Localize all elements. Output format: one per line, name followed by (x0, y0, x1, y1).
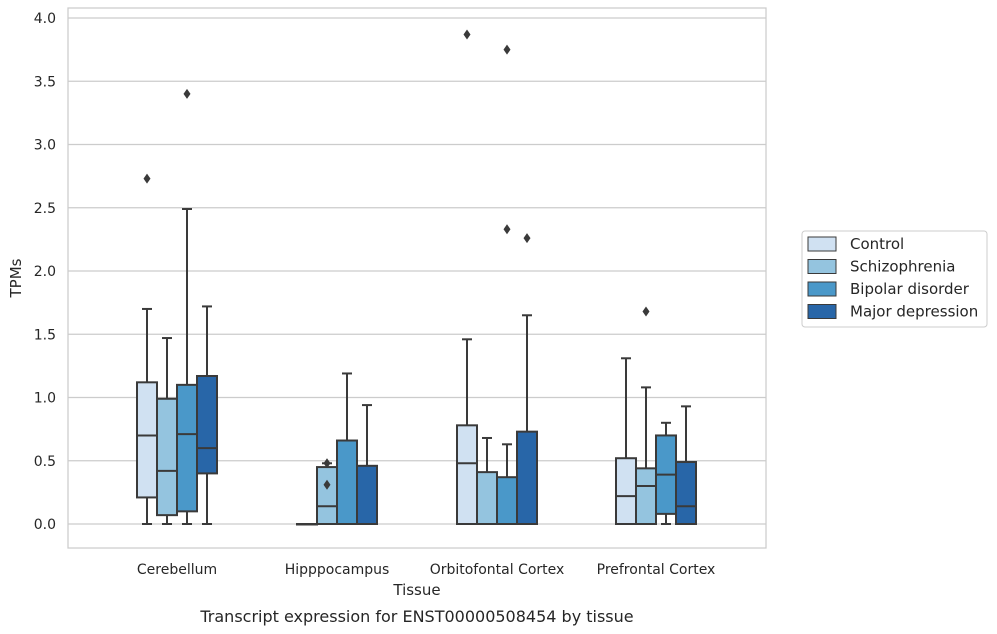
box-body (356, 464, 378, 525)
y-tick-label: 4.0 (34, 11, 56, 27)
box-control (615, 357, 637, 525)
box-body (516, 430, 538, 525)
x-axis-label: Tissue (392, 581, 440, 599)
box-body (476, 471, 498, 526)
y-tick-label: 0.0 (34, 517, 56, 533)
legend-frame (801, 230, 988, 328)
outlier-point (523, 233, 531, 244)
outlier-point (503, 224, 511, 235)
box-body (496, 476, 518, 526)
legend-swatch (807, 259, 837, 274)
y-axis-label: TPMs (7, 258, 25, 298)
legend-label: Schizophrenia (850, 258, 955, 276)
box-body (615, 457, 637, 525)
outlier-point (323, 479, 331, 490)
box-body (136, 381, 158, 499)
box-schizophrenia (156, 337, 178, 525)
box-body (316, 466, 338, 526)
y-tick-label: 1.0 (34, 391, 56, 407)
y-tick-label: 3.5 (34, 74, 56, 90)
outliers (143, 29, 650, 490)
x-tick-label: Cerebellum (137, 562, 217, 578)
box-body (336, 439, 358, 526)
legend-swatch (807, 281, 837, 297)
box-schizophrenia (476, 436, 498, 526)
box-body (675, 461, 697, 526)
box-body (196, 374, 218, 475)
x-tick-label: Prefrontal Cortex (597, 562, 716, 578)
outlier-point (183, 88, 191, 99)
x-axis-ticks: Cerebellum Hipppocampus Orbitofontal Corte… (137, 562, 715, 578)
box-control (136, 307, 158, 525)
outlier-point (143, 173, 151, 184)
box-body (635, 467, 657, 525)
legend: Control Schizophrenia Bipolar disorder Majo… (801, 230, 988, 328)
outlier-point (503, 44, 511, 55)
box-major-depression (356, 404, 378, 525)
boxes (136, 208, 697, 526)
outlier-point (463, 29, 471, 40)
y-axis-ticks: 0.0 0.5 1.0 1.5 2.0 2.5 3.0 3.5 4.0 (34, 11, 56, 533)
box-major-depression (675, 405, 697, 526)
box-body (456, 424, 478, 525)
y-tick-label: 2.0 (34, 264, 56, 280)
box-bipolar-disorder (496, 443, 518, 526)
chart-caption: Transcript expression for ENST0000050845… (199, 607, 633, 626)
plot-frame (67, 7, 767, 549)
outlier-point (642, 306, 650, 317)
box-major-depression (516, 314, 538, 525)
box-control (296, 523, 318, 526)
legend-label: Bipolar disorder (850, 280, 970, 298)
box-bipolar-disorder (176, 208, 198, 525)
y-tick-label: 3.0 (34, 138, 56, 154)
box-bipolar-disorder (336, 372, 358, 526)
box-schizophrenia (635, 386, 657, 525)
legend-label: Control (850, 235, 904, 253)
box-body (176, 383, 198, 513)
outlier-point (323, 458, 331, 469)
box-schizophrenia (316, 462, 338, 526)
x-tick-label: Hipppocampus (285, 562, 390, 578)
box-control (456, 338, 478, 525)
box-body (156, 397, 178, 517)
y-tick-label: 1.5 (34, 327, 56, 343)
legend-label: Major depression (850, 303, 978, 321)
box-major-depression (196, 305, 218, 525)
legend-swatch (807, 304, 837, 319)
y-tick-label: 2.5 (34, 201, 56, 217)
x-tick-label: Orbitofontal Cortex (430, 562, 565, 578)
legend-swatch (807, 236, 837, 252)
y-tick-label: 0.5 (34, 454, 56, 470)
box-bipolar-disorder (655, 421, 677, 525)
